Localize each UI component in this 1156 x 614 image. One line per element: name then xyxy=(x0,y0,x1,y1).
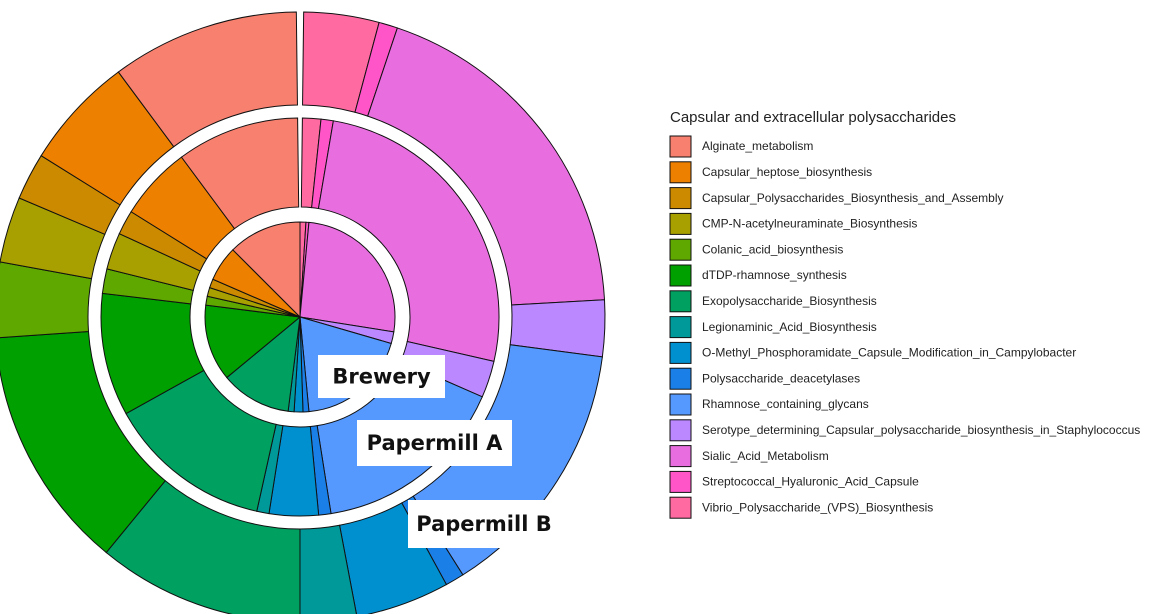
slice xyxy=(299,221,396,333)
legend-label: Exopolysaccharide_Biosynthesis xyxy=(702,294,877,308)
legend-label: Capsular_Polysaccharides_Biosynthesis_an… xyxy=(702,191,1004,205)
slice xyxy=(317,120,500,363)
legend-swatch xyxy=(669,419,692,442)
ring-label: Papermill B xyxy=(416,512,551,536)
ring-label-box xyxy=(318,355,445,398)
slice xyxy=(232,221,301,319)
legend-swatch xyxy=(669,445,692,468)
legend-swatch xyxy=(669,393,692,416)
legend-label: Polysaccharide_deacetylases xyxy=(702,371,860,385)
legend-swatch xyxy=(669,135,692,158)
legend-label: CMP-N-acetylneuraminate_Biosynthesis xyxy=(702,217,917,231)
legend-label: dTDP-rhamnose_synthesis xyxy=(702,268,847,282)
ring-label: Papermill A xyxy=(367,431,503,455)
legend-swatch xyxy=(669,316,692,339)
ring-label-box xyxy=(357,420,512,466)
slice xyxy=(117,11,298,148)
legend-swatch xyxy=(669,264,692,287)
legend-swatch xyxy=(669,341,692,364)
legend-label: Vibrio_Polysaccharide_(VPS)_Biosynthesis xyxy=(702,500,933,514)
ring-label: Brewery xyxy=(332,365,431,389)
legend-label: Sialic_Acid_Metabolism xyxy=(702,449,829,463)
legend-swatch xyxy=(669,187,692,210)
legend-title: Capsular and extracellular polysaccharid… xyxy=(670,109,956,126)
legend-swatch xyxy=(669,161,692,184)
legend-label: Rhamnose_containing_glycans xyxy=(702,397,869,411)
legend-label: Legionaminic_Acid_Biosynthesis xyxy=(702,320,877,334)
legend-swatch xyxy=(669,290,692,313)
ring-label-box xyxy=(408,500,560,548)
legend-label: Streptococcal_Hyaluronic_Acid_Capsule xyxy=(702,475,919,489)
legend-label: Serotype_determining_Capsular_polysaccha… xyxy=(702,423,1140,437)
ring-labels: Brewery Papermill A Papermill B xyxy=(318,355,560,548)
legend-swatch xyxy=(669,367,692,390)
legend-label: Capsular_heptose_biosynthesis xyxy=(702,165,872,179)
legend-label: Alginate_metabolism xyxy=(702,139,813,153)
legend: Alginate_metabolism Capsular_heptose_bios… xyxy=(669,135,1140,519)
slice xyxy=(0,330,167,554)
legend-swatch xyxy=(669,238,692,261)
slice xyxy=(180,117,300,230)
slice xyxy=(226,315,301,412)
legend-label: O-Methyl_Phosphoramidate_Capsule_Modific… xyxy=(702,346,1076,360)
legend-label: Colanic_acid_biosynthesis xyxy=(702,242,843,256)
legend-swatch xyxy=(669,496,692,519)
slice xyxy=(204,304,302,379)
legend-swatch xyxy=(669,212,692,235)
legend-swatch xyxy=(669,470,692,493)
